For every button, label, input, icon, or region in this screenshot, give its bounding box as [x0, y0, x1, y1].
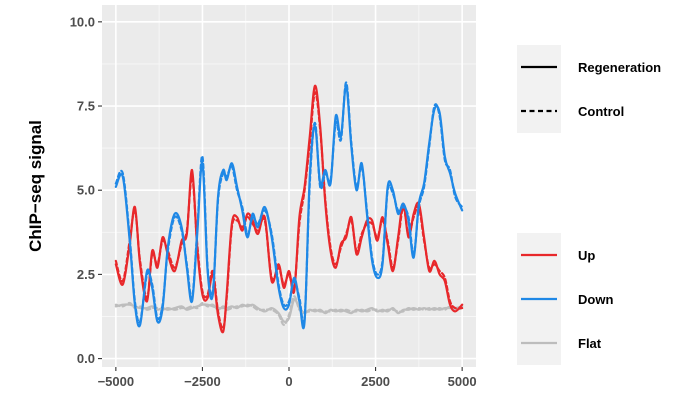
y-tick-label: 10.0: [70, 14, 95, 29]
x-tick-label: 0: [285, 374, 292, 389]
legend-label-up: Up: [578, 248, 595, 263]
y-axis: 0.0 2.5 5.0 7.5 10.0: [70, 14, 102, 366]
series-layer: [114, 81, 464, 334]
legend-label-regeneration: Regeneration: [578, 60, 661, 75]
series-line-down-control: [114, 81, 464, 326]
legend-color: Up Down Flat: [517, 233, 613, 365]
legend-label-control: Control: [578, 104, 624, 119]
y-tick-label: 7.5: [77, 99, 95, 114]
x-tick-label: −5000: [98, 374, 135, 389]
x-tick-label: 2500: [361, 374, 390, 389]
legend-linetype: Regeneration Control: [517, 45, 661, 133]
series-line-flat-control: [114, 295, 464, 327]
y-tick-label: 0.0: [77, 351, 95, 366]
x-axis: −5000 −2500 0 2500 5000: [98, 367, 477, 389]
y-tick-label: 5.0: [77, 183, 95, 198]
x-tick-label: 5000: [448, 374, 477, 389]
series-line-flat-regeneration: [114, 298, 464, 323]
series-line-up-control: [114, 91, 464, 330]
legend-label-down: Down: [578, 292, 613, 307]
y-axis-title: ChIP−seq signal: [26, 120, 45, 252]
x-tick-label: −2500: [184, 374, 221, 389]
y-tick-label: 2.5: [77, 267, 95, 282]
legend-label-flat: Flat: [578, 336, 602, 351]
